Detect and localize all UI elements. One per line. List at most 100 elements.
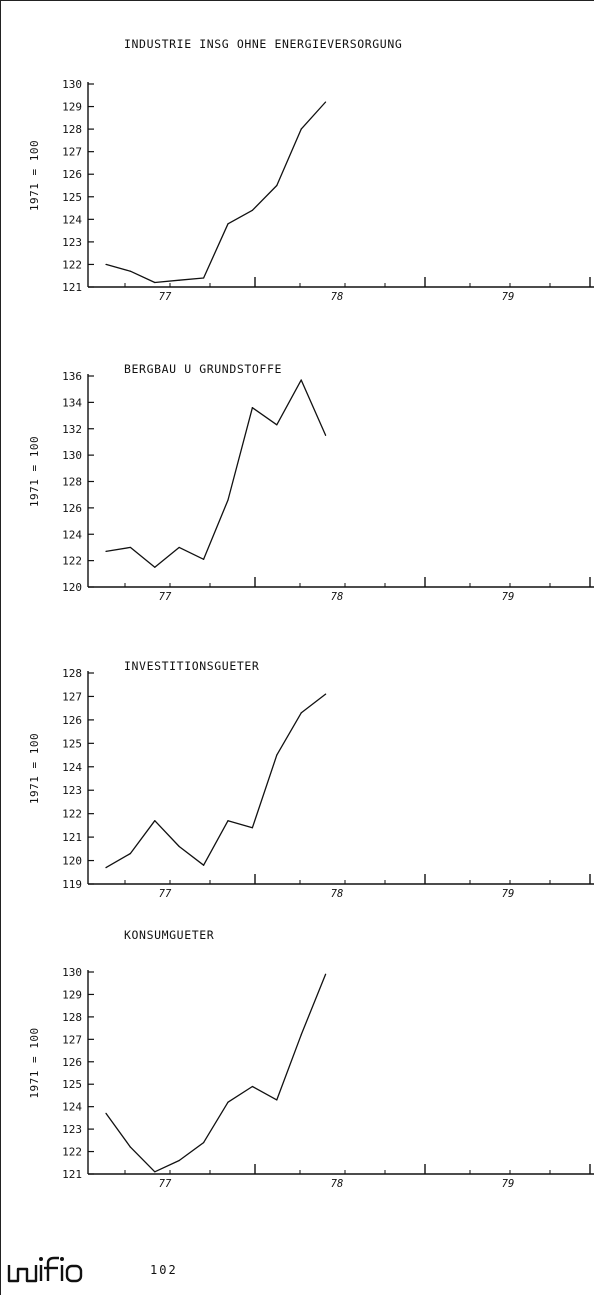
y-tick-label: 126	[62, 1056, 82, 1069]
y-tick-label: 130	[62, 449, 82, 462]
data-point	[129, 546, 131, 549]
y-tick-label: 122	[62, 258, 82, 271]
page-border-top	[0, 0, 594, 1]
y-tick-label: 129	[62, 101, 82, 114]
y-tick-label: 128	[62, 476, 82, 489]
y-tick-label: 128	[62, 667, 82, 680]
y-tick-label: 127	[62, 146, 82, 159]
data-point	[251, 827, 253, 829]
data-point	[276, 184, 278, 187]
data-point	[129, 852, 131, 855]
y-tick-label: 130	[62, 966, 82, 979]
series-line	[105, 379, 327, 568]
y-tick-label: 128	[62, 123, 82, 136]
data-point	[129, 1146, 131, 1148]
y-tick-label: 130	[62, 78, 82, 91]
x-tick-label: 79	[502, 291, 515, 303]
data-point	[105, 1112, 107, 1114]
charts-svg: INDUSTRIE INSG OHNE ENERGIEVERSORGUNG 121…	[28, 37, 594, 1190]
page-border-left	[0, 0, 1, 1295]
chart-1: INDUSTRIE INSG OHNE ENERGIEVERSORGUNG 121…	[28, 37, 594, 303]
y-tick-label: 124	[62, 528, 82, 541]
y-tick-label: 132	[62, 423, 82, 436]
data-point	[105, 263, 107, 266]
data-point	[325, 693, 327, 695]
data-point	[105, 550, 107, 552]
data-point	[325, 973, 327, 975]
x-tick-label: 77	[159, 1178, 172, 1190]
x-tick-label: 77	[159, 591, 172, 603]
y-tick-label: 125	[62, 1078, 82, 1091]
chart-title: KONSUMGUETER	[124, 928, 214, 942]
y-tick-label: 121	[62, 281, 82, 294]
data-point	[276, 1099, 278, 1101]
series-line	[105, 693, 326, 869]
y-tick-label: 127	[62, 1033, 82, 1046]
data-point	[300, 1034, 302, 1036]
y-axis-label: 1971 = 100	[28, 140, 41, 211]
y-tick-label: 124	[62, 1101, 82, 1114]
wifo-logo	[7, 1256, 83, 1283]
data-point	[154, 281, 156, 284]
data-point	[251, 1085, 253, 1088]
y-axis-label: 1971 = 100	[28, 1027, 41, 1098]
series-line	[105, 973, 327, 1173]
data-point	[300, 128, 302, 130]
data-point	[105, 866, 107, 869]
chart-4: KONSUMGUETER 121 122 123 124 125 126 127 128 129 1…	[28, 928, 594, 1190]
data-point	[154, 1171, 156, 1173]
y-tick-label: 121	[62, 1168, 82, 1181]
data-point	[227, 1101, 229, 1103]
y-tick-label: 121	[62, 831, 82, 844]
y-tick-label: 120	[62, 855, 82, 868]
data-point	[154, 820, 156, 822]
data-point	[129, 270, 131, 272]
x-tick-label: 78	[331, 291, 344, 303]
y-tick-label: 127	[62, 690, 82, 703]
chart-title: BERGBAU U GRUNDSTOFFE	[124, 362, 282, 376]
chart-2: BERGBAU U GRUNDSTOFFE 120 122 124 126 128 130 1…	[28, 362, 594, 603]
data-point	[227, 223, 229, 225]
x-tick-label: 78	[331, 1178, 344, 1190]
chart-title: INDUSTRIE INSG OHNE ENERGIEVERSORGUNG	[124, 37, 402, 51]
y-tick-label: 134	[62, 396, 82, 409]
data-point	[251, 407, 253, 409]
x-tick-label: 79	[502, 1178, 515, 1190]
y-tick-label: 123	[62, 784, 82, 797]
y-tick-label: 123	[62, 1123, 82, 1136]
data-point	[300, 712, 302, 714]
x-tick-label: 79	[502, 591, 515, 603]
x-tick-label: 77	[159, 291, 172, 303]
data-point	[203, 1141, 205, 1144]
y-axis-label: 1971 = 100	[28, 436, 41, 507]
data-point	[203, 558, 205, 560]
x-tick-label: 78	[331, 591, 344, 603]
data-point	[276, 424, 278, 426]
y-tick-label: 120	[62, 581, 82, 594]
y-tick-label: 124	[62, 761, 82, 774]
y-tick-label: 128	[62, 1011, 82, 1024]
data-point	[178, 845, 180, 848]
data-point	[325, 101, 327, 103]
y-tick-label: 125	[62, 737, 82, 750]
chart-title: INVESTITIONSGUETER	[124, 659, 259, 673]
y-tick-label: 122	[62, 1146, 82, 1159]
data-point	[227, 499, 229, 501]
y-tick-label: 119	[62, 878, 82, 891]
y-tick-label: 124	[62, 213, 82, 226]
y-tick-label: 122	[62, 808, 82, 821]
y-tick-label: 123	[62, 236, 82, 249]
page-number: 102	[150, 1263, 178, 1277]
data-point	[325, 434, 327, 436]
data-point	[178, 279, 180, 281]
data-point	[178, 1159, 180, 1162]
chart-3: INVESTITIONSGUETER 119 120 121 122 123 124 125 1…	[28, 659, 594, 900]
y-axis-label: 1971 = 100	[28, 733, 41, 804]
x-tick-label: 78	[331, 888, 344, 900]
y-tick-label: 126	[62, 168, 82, 181]
x-tick-label: 77	[159, 888, 172, 900]
y-tick-label: 126	[62, 714, 82, 727]
data-point	[203, 864, 205, 866]
data-point	[203, 277, 205, 279]
